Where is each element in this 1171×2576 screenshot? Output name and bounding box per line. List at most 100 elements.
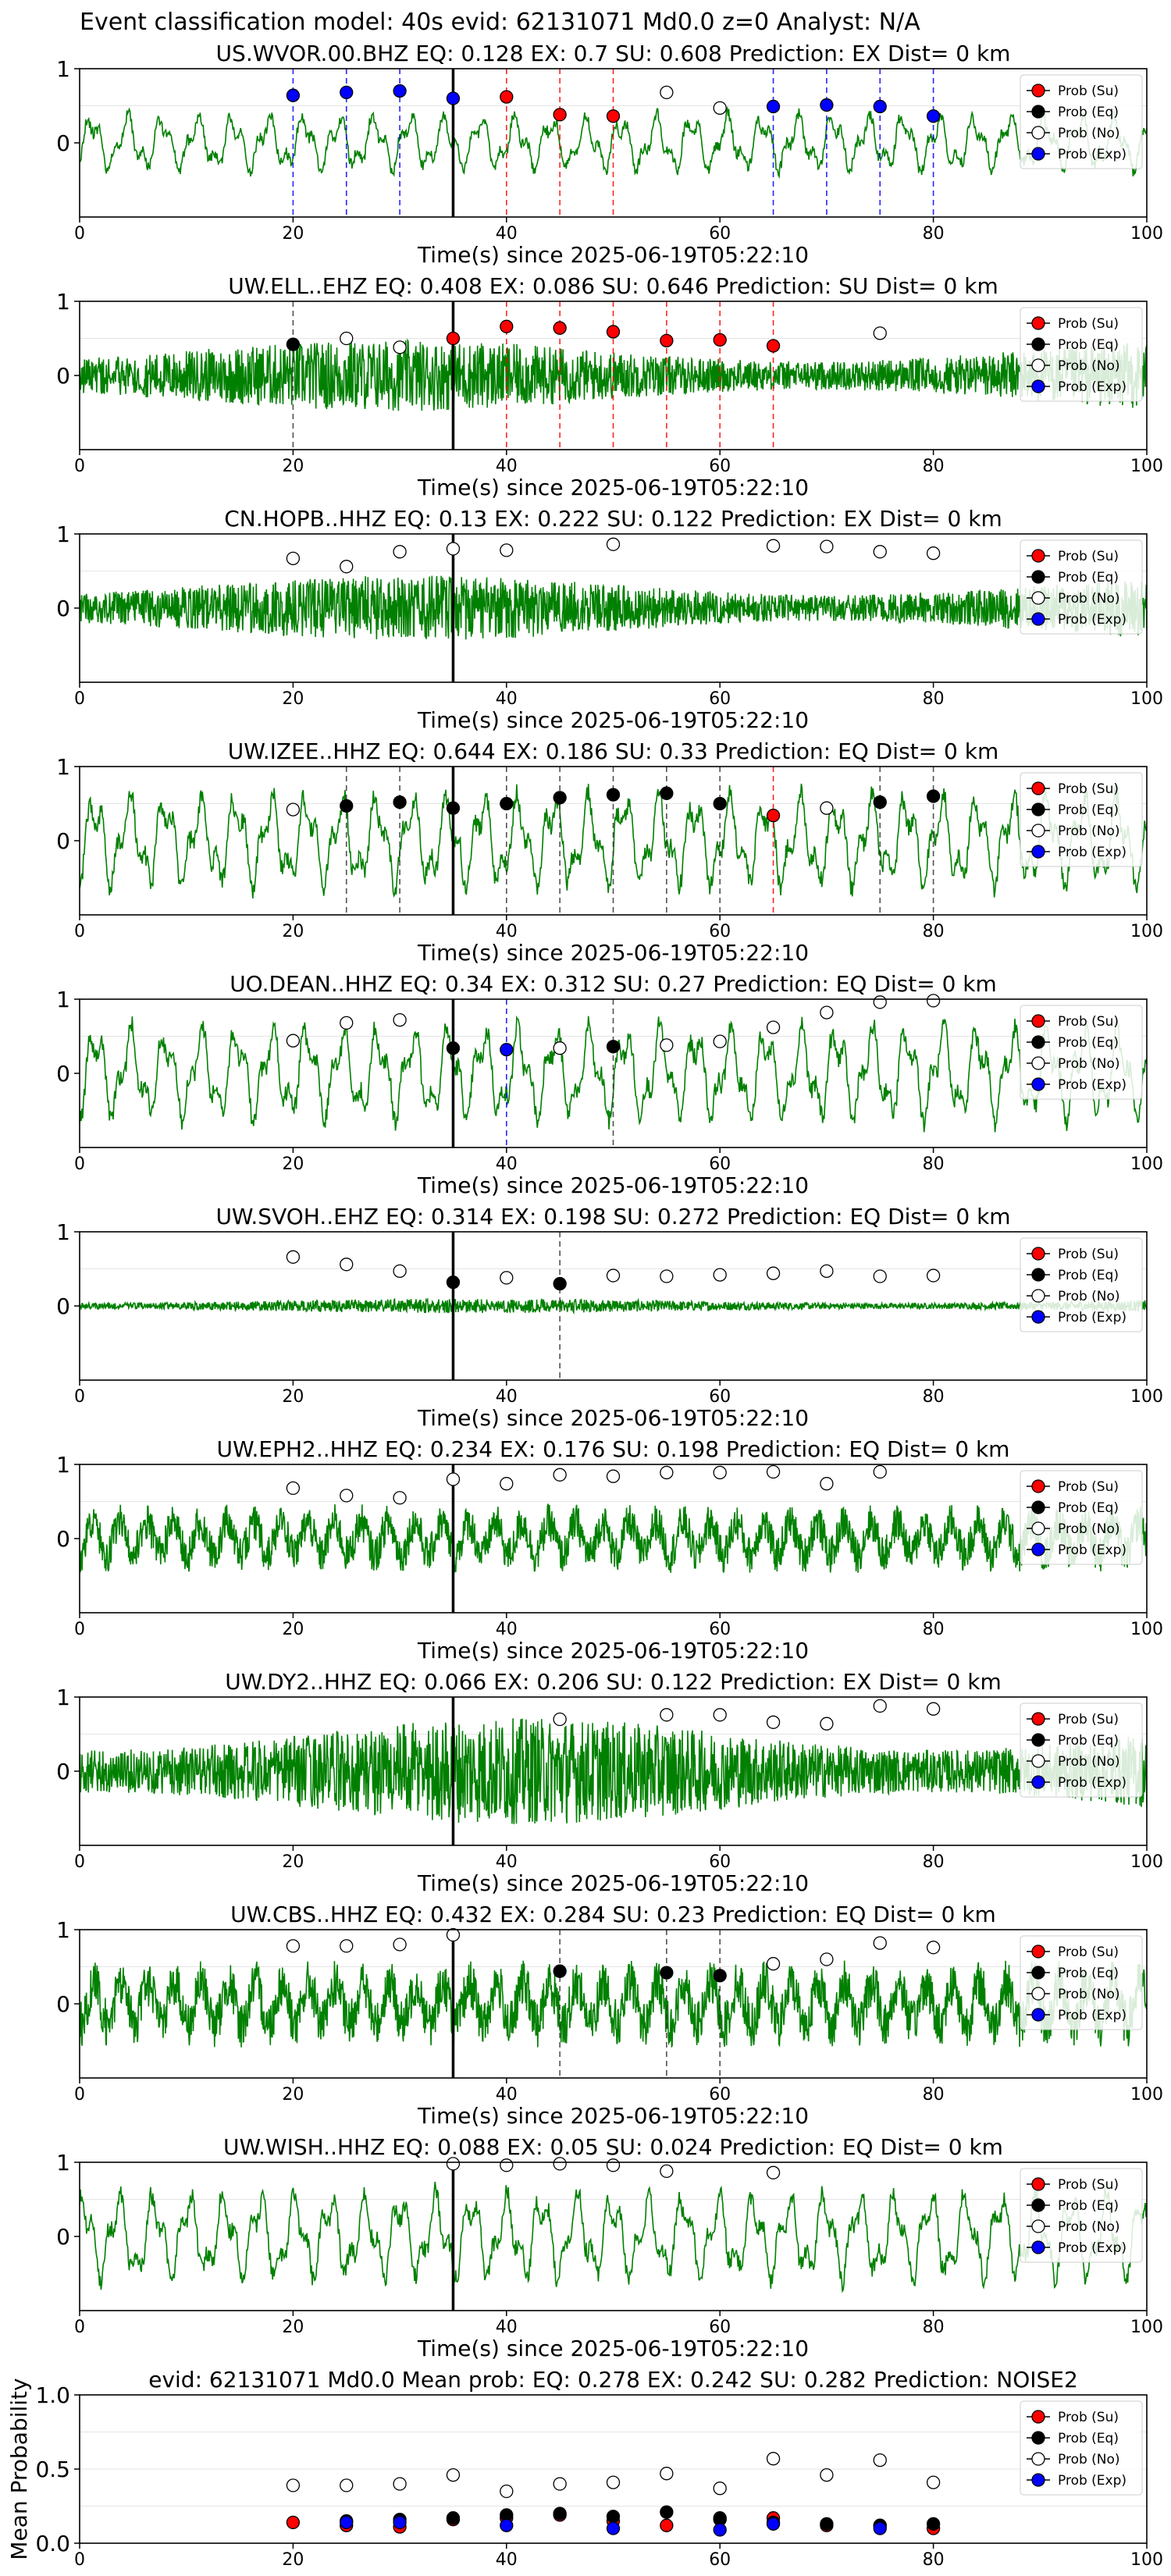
legend-label: Prob (Su) bbox=[1058, 1014, 1119, 1030]
y-tick-label: 1 bbox=[56, 2150, 70, 2176]
data-point-no bbox=[820, 539, 834, 553]
x-tick-label: 100 bbox=[1130, 1155, 1163, 1174]
data-point-su bbox=[606, 109, 621, 123]
legend-marker-su bbox=[1031, 549, 1045, 563]
legend-marker-exp bbox=[1031, 147, 1045, 161]
y-tick-label: 0 bbox=[56, 130, 70, 156]
data-point-no bbox=[340, 1489, 354, 1503]
legend-marker-eq bbox=[1031, 337, 1045, 351]
x-axis-label: Time(s) since 2025-06-19T05:22:10 bbox=[417, 707, 809, 733]
legend-label: Prob (No) bbox=[1058, 126, 1120, 141]
x-axis-label: Time(s) since 2025-06-19T05:22:10 bbox=[417, 1638, 809, 1663]
data-point-eq bbox=[340, 799, 354, 813]
data-point-eq bbox=[446, 1041, 461, 1055]
data-point-exp bbox=[393, 84, 407, 98]
data-point-no bbox=[340, 331, 354, 346]
y-tick-label: 0 bbox=[56, 2224, 70, 2250]
x-tick-label: 100 bbox=[1130, 224, 1163, 244]
y-tick-label: 0 bbox=[56, 1759, 70, 1784]
x-tick-label: 80 bbox=[923, 1387, 945, 1407]
x-axis-label: Time(s) since 2025-06-19T05:22:10 bbox=[417, 242, 809, 268]
data-point-exp bbox=[766, 2517, 781, 2531]
x-tick-label: 0 bbox=[74, 2318, 85, 2337]
data-point-no bbox=[553, 2157, 567, 2171]
data-point-eq bbox=[446, 2511, 461, 2525]
legend-marker-eq bbox=[1031, 1035, 1045, 1049]
panel-title: CN.HOPB..HHZ EQ: 0.13 EX: 0.222 SU: 0.12… bbox=[224, 506, 1002, 532]
legend-marker-su bbox=[1031, 1014, 1045, 1028]
data-point-su bbox=[446, 331, 461, 346]
legend-label: Prob (Su) bbox=[1058, 1944, 1119, 1960]
data-point-exp bbox=[926, 109, 941, 123]
data-point-no bbox=[766, 2452, 781, 2466]
legend-label: Prob (Exp) bbox=[1058, 1775, 1127, 1791]
x-tick-label: 20 bbox=[282, 2550, 304, 2570]
panel-5: UO.DEAN..HHZ EQ: 0.34 EX: 0.312 SU: 0.27… bbox=[56, 971, 1163, 1198]
data-point-eq bbox=[500, 796, 514, 811]
data-point-no bbox=[926, 2475, 941, 2489]
y-tick-label: 0 bbox=[56, 363, 70, 389]
data-point-eq bbox=[820, 2517, 834, 2531]
data-point-no bbox=[713, 101, 727, 116]
legend-label: Prob (Exp) bbox=[1058, 147, 1127, 162]
legend-label: Prob (No) bbox=[1058, 1754, 1120, 1770]
x-tick-label: 0 bbox=[74, 224, 85, 244]
data-point-no bbox=[340, 1939, 354, 1953]
data-point-no bbox=[446, 542, 461, 556]
legend-box bbox=[1020, 1005, 1143, 1100]
y-tick-label: 0.5 bbox=[35, 2457, 70, 2482]
y-tick-label: 1 bbox=[56, 56, 70, 82]
legend-marker-exp bbox=[1031, 1542, 1045, 1557]
legend-marker-su bbox=[1031, 84, 1045, 98]
legend-marker-eq bbox=[1031, 105, 1045, 119]
data-point-exp bbox=[766, 99, 781, 114]
legend-marker-exp bbox=[1031, 2008, 1045, 2022]
data-point-no bbox=[660, 1038, 674, 1052]
data-point-eq bbox=[660, 786, 674, 800]
waveform-trace bbox=[80, 2181, 1147, 2293]
legend-label: Prob (Eq) bbox=[1058, 1500, 1119, 1516]
panel-6: UW.SVOH..EHZ EQ: 0.314 EX: 0.198 SU: 0.2… bbox=[56, 1204, 1163, 1431]
legend-label: Prob (Eq) bbox=[1058, 1733, 1119, 1749]
y-tick-label: 1 bbox=[56, 521, 70, 547]
data-point-no bbox=[660, 2467, 674, 2481]
x-tick-label: 0 bbox=[74, 1620, 85, 1639]
legend-marker-eq bbox=[1031, 2198, 1045, 2212]
legend-box bbox=[1020, 1703, 1143, 1798]
data-point-no bbox=[820, 2467, 834, 2482]
panel-title: UW.DY2..HHZ EQ: 0.066 EX: 0.206 SU: 0.12… bbox=[225, 1669, 1002, 1695]
legend-label: Prob (Su) bbox=[1058, 2177, 1119, 2193]
data-point-no bbox=[393, 340, 407, 354]
x-tick-label: 80 bbox=[923, 2318, 945, 2337]
legend-marker-exp bbox=[1031, 379, 1045, 393]
data-point-exp bbox=[500, 1042, 514, 1057]
panel-title: US.WVOR.00.BHZ EQ: 0.128 EX: 0.7 SU: 0.6… bbox=[216, 41, 1011, 66]
legend-marker-no bbox=[1031, 126, 1045, 140]
data-point-eq bbox=[553, 1964, 567, 1978]
data-point-no bbox=[553, 2477, 567, 2491]
data-point-eq bbox=[553, 1276, 567, 1291]
x-tick-label: 60 bbox=[709, 457, 731, 476]
y-tick-label: 0 bbox=[56, 1526, 70, 1552]
data-point-eq bbox=[606, 788, 621, 802]
data-point-no bbox=[926, 546, 941, 560]
y-tick-label: 0 bbox=[56, 596, 70, 621]
x-tick-label: 80 bbox=[923, 1155, 945, 1174]
legend-label: Prob (Exp) bbox=[1058, 1310, 1127, 1325]
legend-marker-exp bbox=[1031, 612, 1045, 626]
panel-3: CN.HOPB..HHZ EQ: 0.13 EX: 0.222 SU: 0.12… bbox=[56, 506, 1163, 733]
legend-marker-no bbox=[1031, 1987, 1045, 2001]
data-point-exp bbox=[873, 99, 887, 114]
x-tick-label: 40 bbox=[496, 2318, 518, 2337]
waveform-trace bbox=[80, 575, 1147, 640]
legend-marker-no bbox=[1031, 1521, 1045, 1535]
data-point-eq bbox=[713, 2511, 727, 2525]
legend-label: Prob (Su) bbox=[1058, 1712, 1119, 1727]
legend-box bbox=[1020, 539, 1143, 635]
data-point-no bbox=[340, 1258, 354, 1272]
legend-box bbox=[1020, 2168, 1143, 2263]
legend-label: Prob (Eq) bbox=[1058, 105, 1119, 120]
data-point-no bbox=[393, 1937, 407, 1952]
legend-marker-exp bbox=[1031, 2240, 1045, 2254]
